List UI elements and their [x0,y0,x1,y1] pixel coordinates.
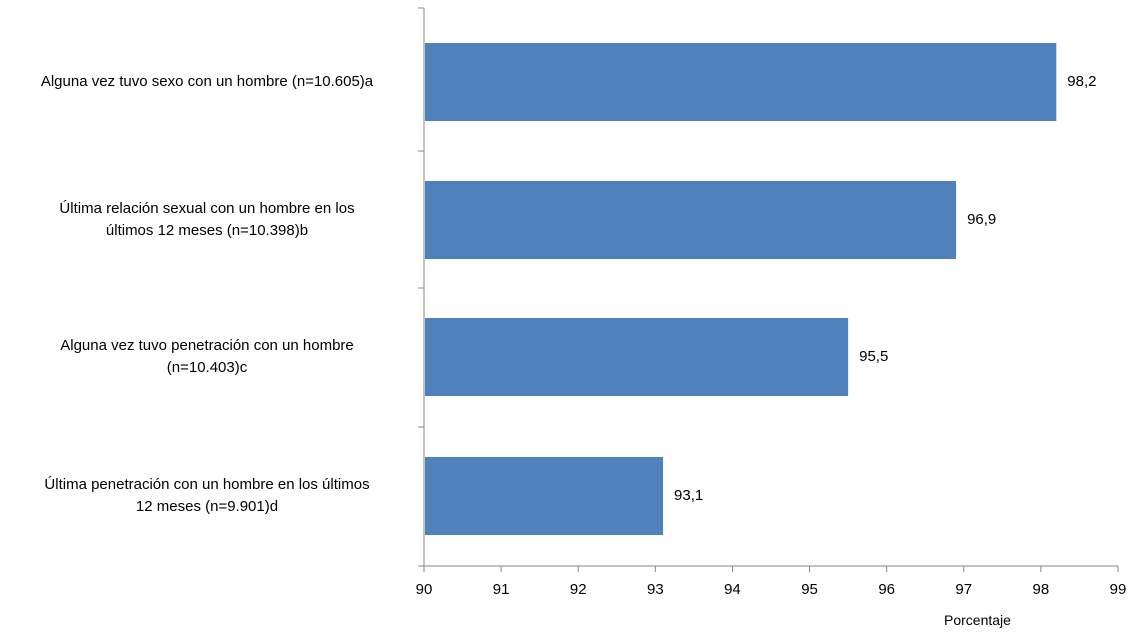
x-tick-label: 99 [1109,581,1127,598]
bar-value-label: 93,1 [674,487,704,504]
x-tick-label: 91 [492,581,510,598]
x-tick-label: 90 [415,581,433,598]
category-label-line: Alguna vez tuvo sexo con un hombre (n=10… [40,73,374,90]
bar-value-label: 95,5 [859,348,889,365]
x-tick-label: 95 [801,581,818,598]
x-axis-title: Porcentaje [944,612,1011,628]
x-tick-label: 96 [878,581,895,598]
category-label-line: Última penetración con un hombre en los … [44,476,370,493]
bar [425,43,1057,121]
x-tick-label: 94 [724,581,741,598]
category-label-line: últimos 12 meses (n=10.398)b [105,222,309,239]
category-label-line: Alguna vez tuvo penetración con un hombr… [60,337,354,354]
x-tick-label: 98 [1032,581,1050,598]
bar [425,318,849,396]
x-tick-label: 93 [646,581,664,598]
chart-bars [425,43,1057,535]
category-label: Última penetración con un hombre en los … [2,474,412,518]
bar [425,457,664,535]
bar-value-label: 98,2 [1067,73,1097,90]
category-label-line: 12 meses (n=9.901)d [135,498,279,515]
bar [425,181,957,259]
category-label: Última relación sexual con un hombre en … [2,198,412,242]
category-label: Alguna vez tuvo penetración con un hombr… [2,335,412,379]
category-label-line: Última relación sexual con un hombre en … [59,200,355,217]
category-label: Alguna vez tuvo sexo con un hombre (n=10… [2,71,412,93]
x-tick-label: 97 [955,581,973,598]
bar-value-label: 96,9 [967,211,997,228]
chart-axes [418,7,1119,572]
category-label-line: (n=10.403)c [166,359,248,376]
x-tick-label: 92 [569,581,587,598]
